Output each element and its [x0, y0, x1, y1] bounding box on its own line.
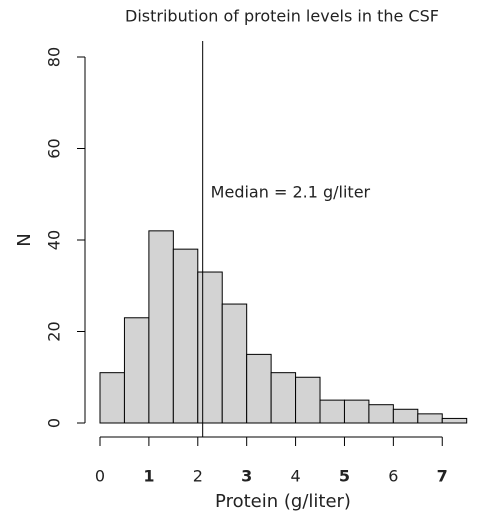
bar — [270, 372, 297, 424]
x-tick-label: 4 — [290, 467, 300, 486]
bar — [172, 248, 199, 424]
bar — [123, 317, 150, 424]
bar — [441, 417, 468, 424]
bar — [221, 303, 248, 424]
annotation: Median = 2.1 g/liter — [211, 183, 371, 202]
bar — [295, 376, 321, 424]
x-tick-label: 7 — [437, 467, 448, 486]
bar — [197, 271, 223, 424]
bar — [148, 230, 174, 424]
bar — [319, 399, 345, 424]
bar — [392, 408, 419, 424]
x-axis-label: Protein (g/liter) — [215, 491, 351, 512]
chart-title: Distribution of protein levels in the CS… — [125, 7, 439, 26]
x-tick-label: 2 — [193, 467, 203, 486]
bar — [99, 372, 125, 424]
y-tick-label: 80 — [45, 47, 64, 67]
bar — [343, 399, 370, 424]
x-tick-label: 1 — [143, 467, 154, 486]
bar — [368, 404, 394, 424]
x-tick-label: 3 — [241, 467, 252, 486]
bar — [246, 353, 272, 424]
y-axis-label: N — [14, 233, 35, 246]
y-tick-label: 40 — [45, 230, 64, 250]
x-tick-label: 5 — [339, 467, 350, 486]
x-tick-label: 6 — [388, 467, 398, 486]
y-tick-label: 0 — [45, 418, 64, 428]
bar — [417, 413, 443, 424]
y-tick-label: 20 — [45, 321, 64, 341]
x-tick-label: 0 — [95, 467, 105, 486]
y-tick-label: 60 — [45, 138, 64, 158]
